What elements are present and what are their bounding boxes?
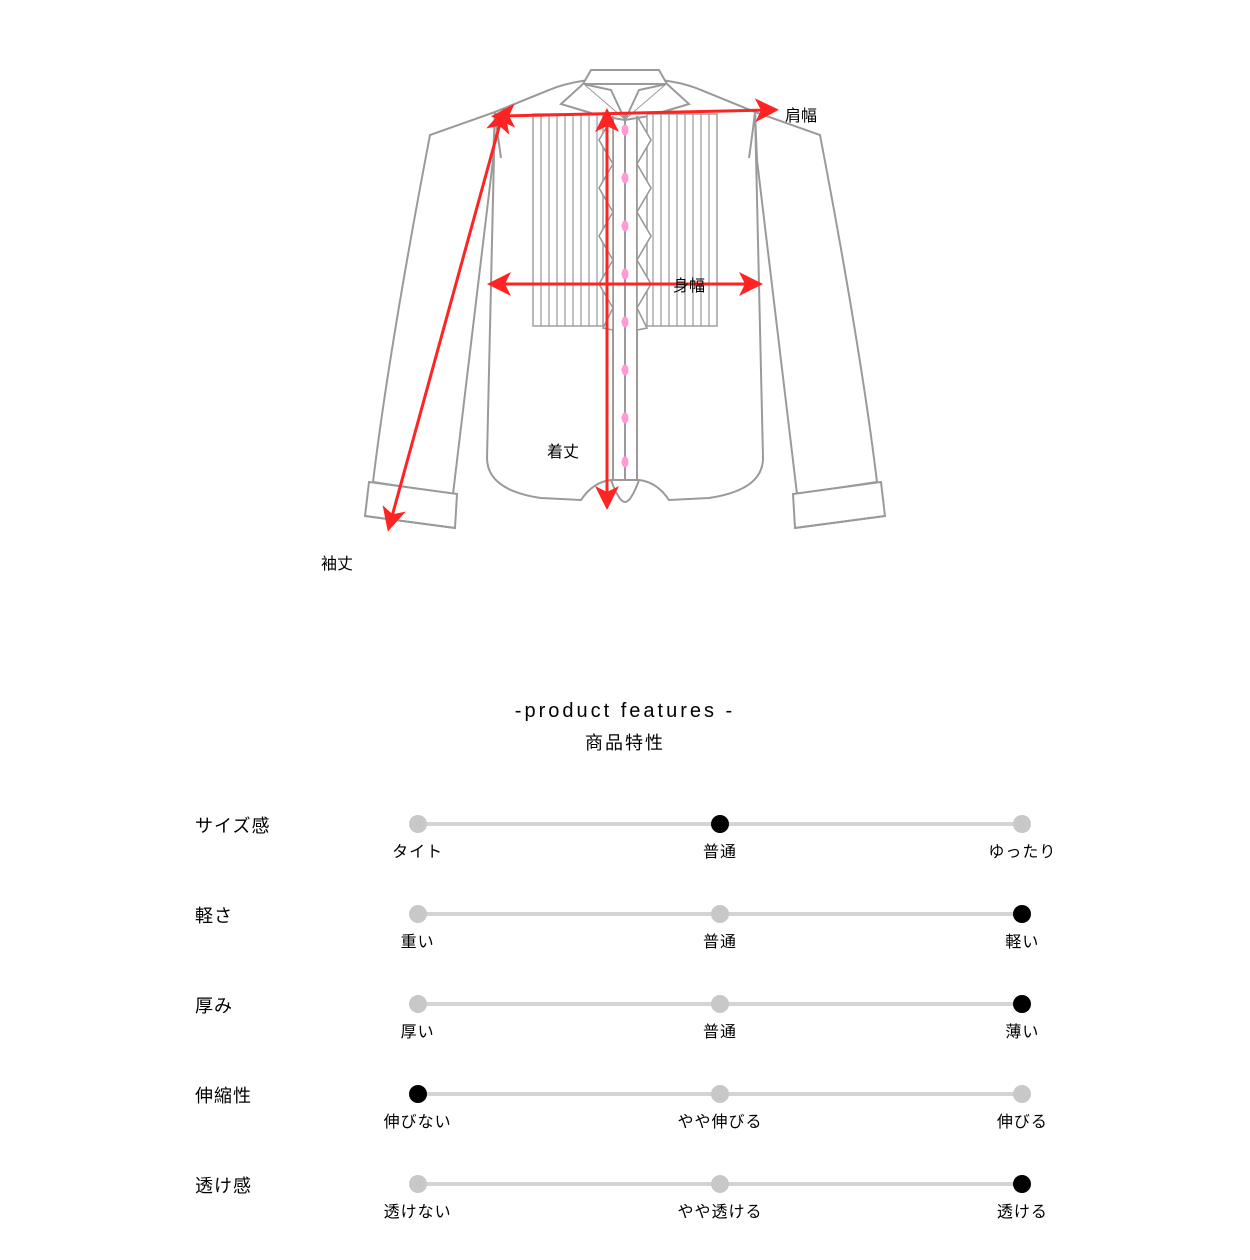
shirt-icon <box>315 50 935 570</box>
slider-option-label: 普通 <box>703 928 737 952</box>
feature-slider: 重い普通軽い <box>405 900 1035 950</box>
dim-label-sleeve: 袖丈 <box>321 550 353 574</box>
slider-dot <box>409 1175 427 1193</box>
slider-dot <box>711 995 729 1013</box>
slider-option-label: やや透ける <box>677 1198 762 1222</box>
feature-name: 厚み <box>0 990 405 1018</box>
slider-option-label: 厚い <box>401 1018 435 1042</box>
slider-dot-active <box>1013 995 1031 1013</box>
features-title-ja: 商品特性 <box>0 729 1250 755</box>
shirt-measurement-diagram: 肩幅 身幅 着丈 袖丈 <box>0 50 1250 570</box>
slider-dot-active <box>711 815 729 833</box>
dim-label-length: 着丈 <box>547 438 579 462</box>
slider-dot-active <box>409 1085 427 1103</box>
slider-dot <box>409 815 427 833</box>
slider-option-label: 透けない <box>384 1198 452 1222</box>
slider-dot <box>711 1085 729 1103</box>
slider-dot <box>1013 815 1031 833</box>
feature-row: 伸縮性伸びないやや伸びる伸びる <box>0 1080 1250 1170</box>
feature-name: 伸縮性 <box>0 1080 405 1108</box>
feature-slider: タイト普通ゆったり <box>405 810 1035 860</box>
feature-slider: 厚い普通薄い <box>405 990 1035 1040</box>
slider-option-label: 普通 <box>703 838 737 862</box>
slider-option-label: 重い <box>401 928 435 952</box>
slider-option-label: 軽い <box>1005 928 1039 952</box>
feature-row: 透け感透けないやや透ける透ける <box>0 1170 1250 1260</box>
feature-row: 軽さ重い普通軽い <box>0 900 1250 990</box>
slider-option-label: やや伸びる <box>677 1108 762 1132</box>
dim-label-shoulder: 肩幅 <box>785 102 817 126</box>
slider-dot <box>409 995 427 1013</box>
slider-dot <box>409 905 427 923</box>
slider-option-label: ゆったり <box>988 838 1056 862</box>
slider-option-label: タイト <box>392 838 443 862</box>
feature-slider: 透けないやや透ける透ける <box>405 1170 1035 1220</box>
feature-name: サイズ感 <box>0 810 405 838</box>
feature-row: サイズ感タイト普通ゆったり <box>0 810 1250 900</box>
slider-option-label: 伸びない <box>384 1108 452 1132</box>
feature-name: 透け感 <box>0 1170 405 1198</box>
slider-dot <box>711 1175 729 1193</box>
slider-dot <box>711 905 729 923</box>
slider-dot <box>1013 1085 1031 1103</box>
slider-option-label: 透ける <box>997 1198 1048 1222</box>
product-features-section: -product features - 商品特性 サイズ感タイト普通ゆったり軽さ… <box>0 700 1250 1260</box>
slider-option-label: 薄い <box>1005 1018 1039 1042</box>
feature-name: 軽さ <box>0 900 405 928</box>
features-title-en: -product features - <box>0 700 1250 723</box>
slider-dot-active <box>1013 1175 1031 1193</box>
feature-row: 厚み厚い普通薄い <box>0 990 1250 1080</box>
slider-option-label: 伸びる <box>997 1108 1048 1132</box>
feature-slider: 伸びないやや伸びる伸びる <box>405 1080 1035 1130</box>
slider-dot-active <box>1013 905 1031 923</box>
dim-label-width: 身幅 <box>673 272 705 296</box>
slider-option-label: 普通 <box>703 1018 737 1042</box>
